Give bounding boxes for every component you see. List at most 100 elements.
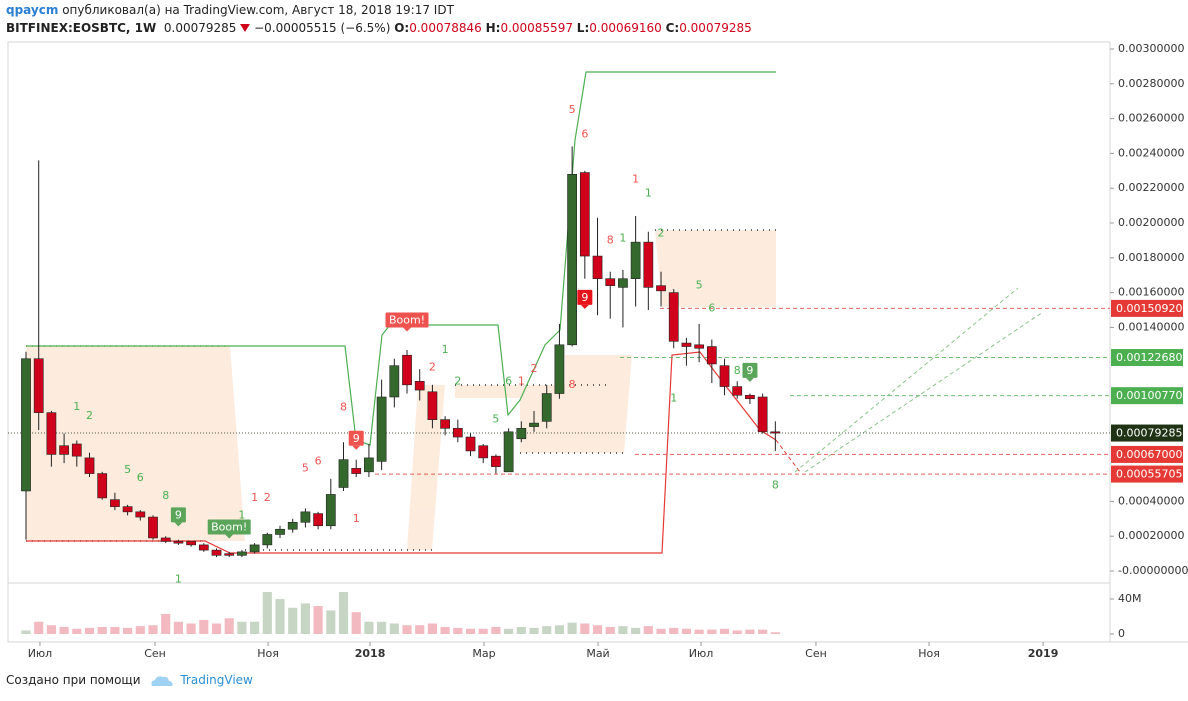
candle-body xyxy=(148,516,158,539)
volume-bar xyxy=(199,620,209,635)
h-label: H: xyxy=(485,21,501,35)
y-tick-label: 0.00200000 xyxy=(1118,216,1184,229)
level-box xyxy=(1111,445,1183,463)
td-count: 2 xyxy=(264,491,271,504)
candle-body xyxy=(186,541,196,546)
candle-body xyxy=(503,431,514,473)
volume-bar xyxy=(351,612,361,635)
candle-body xyxy=(630,241,641,279)
volume-bar xyxy=(592,625,603,635)
td-count: 6 xyxy=(708,301,715,314)
volume-bar xyxy=(250,621,260,635)
candle-body xyxy=(84,457,95,474)
volume-bar xyxy=(681,628,692,635)
volume-bar xyxy=(529,627,539,635)
volume-bar xyxy=(34,621,44,635)
brand[interactable]: TradingView xyxy=(180,673,253,687)
volume-bar xyxy=(415,625,425,635)
candle-body xyxy=(694,344,705,349)
candle-body xyxy=(97,473,108,499)
td-count: 1 xyxy=(645,186,652,199)
td-count: 2 xyxy=(658,226,665,239)
x-tick-label: Сен xyxy=(144,647,166,660)
y-tick-label: 0.00220000 xyxy=(1118,181,1184,194)
symbol: BITFINEX:EOSBTC, 1W xyxy=(6,21,157,35)
volume-bar xyxy=(21,630,31,635)
level-box xyxy=(1111,465,1183,483)
volume-bar xyxy=(580,623,590,635)
zone xyxy=(26,346,245,541)
x-tick-label: Май xyxy=(586,647,609,660)
volume-bar xyxy=(211,623,222,635)
candle-body xyxy=(656,285,666,292)
last-price: 0.00079285 xyxy=(163,21,237,35)
o-value: 0.00078846 xyxy=(409,21,482,35)
candle-body xyxy=(579,172,590,257)
y-tick-label: 0.00160000 xyxy=(1118,286,1184,299)
published: опубликовал(а) на TradingView.com, Авгус… xyxy=(62,3,454,17)
y-tick-label: 0.00260000 xyxy=(1118,112,1184,125)
flag: 9 xyxy=(577,289,593,309)
td-count: 8 xyxy=(607,233,614,246)
candle-body xyxy=(440,419,450,429)
volume-bar xyxy=(262,592,272,635)
candle-body xyxy=(33,358,44,413)
y2-tick-label: 0 xyxy=(1118,627,1125,640)
candle-body xyxy=(745,394,755,400)
down-arrow xyxy=(240,24,251,32)
flag-pointer xyxy=(225,534,234,539)
y-tick-label: 0.00280000 xyxy=(1118,77,1184,90)
volume-bar xyxy=(631,627,641,635)
volume-bar xyxy=(719,628,730,635)
level-label: 0.00150920 xyxy=(1116,302,1182,315)
candle-body xyxy=(719,365,730,387)
flag-label: Boom! xyxy=(389,313,425,326)
volume-bar xyxy=(694,629,704,635)
candle-body xyxy=(313,513,323,527)
td-count: 1 xyxy=(73,400,80,413)
volume-bar xyxy=(288,607,298,635)
candle-body xyxy=(198,544,209,551)
candle-body xyxy=(706,346,717,365)
flag-pointer xyxy=(745,377,754,382)
volume-bar xyxy=(46,625,56,635)
td-count: 6 xyxy=(581,127,588,140)
candle-body xyxy=(668,292,679,342)
y-tick-label: 0.00040000 xyxy=(1118,494,1184,507)
volume-bar xyxy=(656,628,666,635)
volume-bar xyxy=(338,592,349,635)
flag: Boom! xyxy=(385,312,429,332)
flag-box xyxy=(742,362,758,378)
volume-bar xyxy=(643,626,653,635)
candle-body xyxy=(287,521,298,530)
candle-body xyxy=(389,365,400,398)
flag-box xyxy=(348,430,364,446)
td-count: 5 xyxy=(569,103,576,116)
candle-body xyxy=(160,537,171,542)
volume-bar xyxy=(402,625,412,635)
level-box xyxy=(1111,299,1183,317)
flag-pointer xyxy=(352,445,361,450)
level-label: 0.00100770 xyxy=(1116,389,1182,402)
y-tick-label: 0.00020000 xyxy=(1118,529,1184,542)
td-count: 6 xyxy=(137,471,144,484)
volume-bar xyxy=(427,623,437,635)
candle-body xyxy=(46,412,57,455)
td-count: 8 xyxy=(162,489,169,502)
o-label: O: xyxy=(394,21,410,35)
volume-bar xyxy=(732,630,742,635)
volume-bar xyxy=(465,628,476,635)
volume-bar xyxy=(364,621,374,635)
td-count: 1 xyxy=(175,572,182,585)
author[interactable]: qpaycm xyxy=(6,3,59,17)
volume-bar xyxy=(504,628,514,635)
candle-body xyxy=(618,278,628,288)
logo xyxy=(151,675,173,686)
td-count: 1 xyxy=(670,392,677,405)
td-count: 5 xyxy=(302,461,309,474)
y-tick-label: 0.00140000 xyxy=(1118,320,1184,333)
candle-body xyxy=(643,241,654,288)
level-label: 0.00079285 xyxy=(1116,427,1182,440)
candle-body xyxy=(681,342,692,347)
